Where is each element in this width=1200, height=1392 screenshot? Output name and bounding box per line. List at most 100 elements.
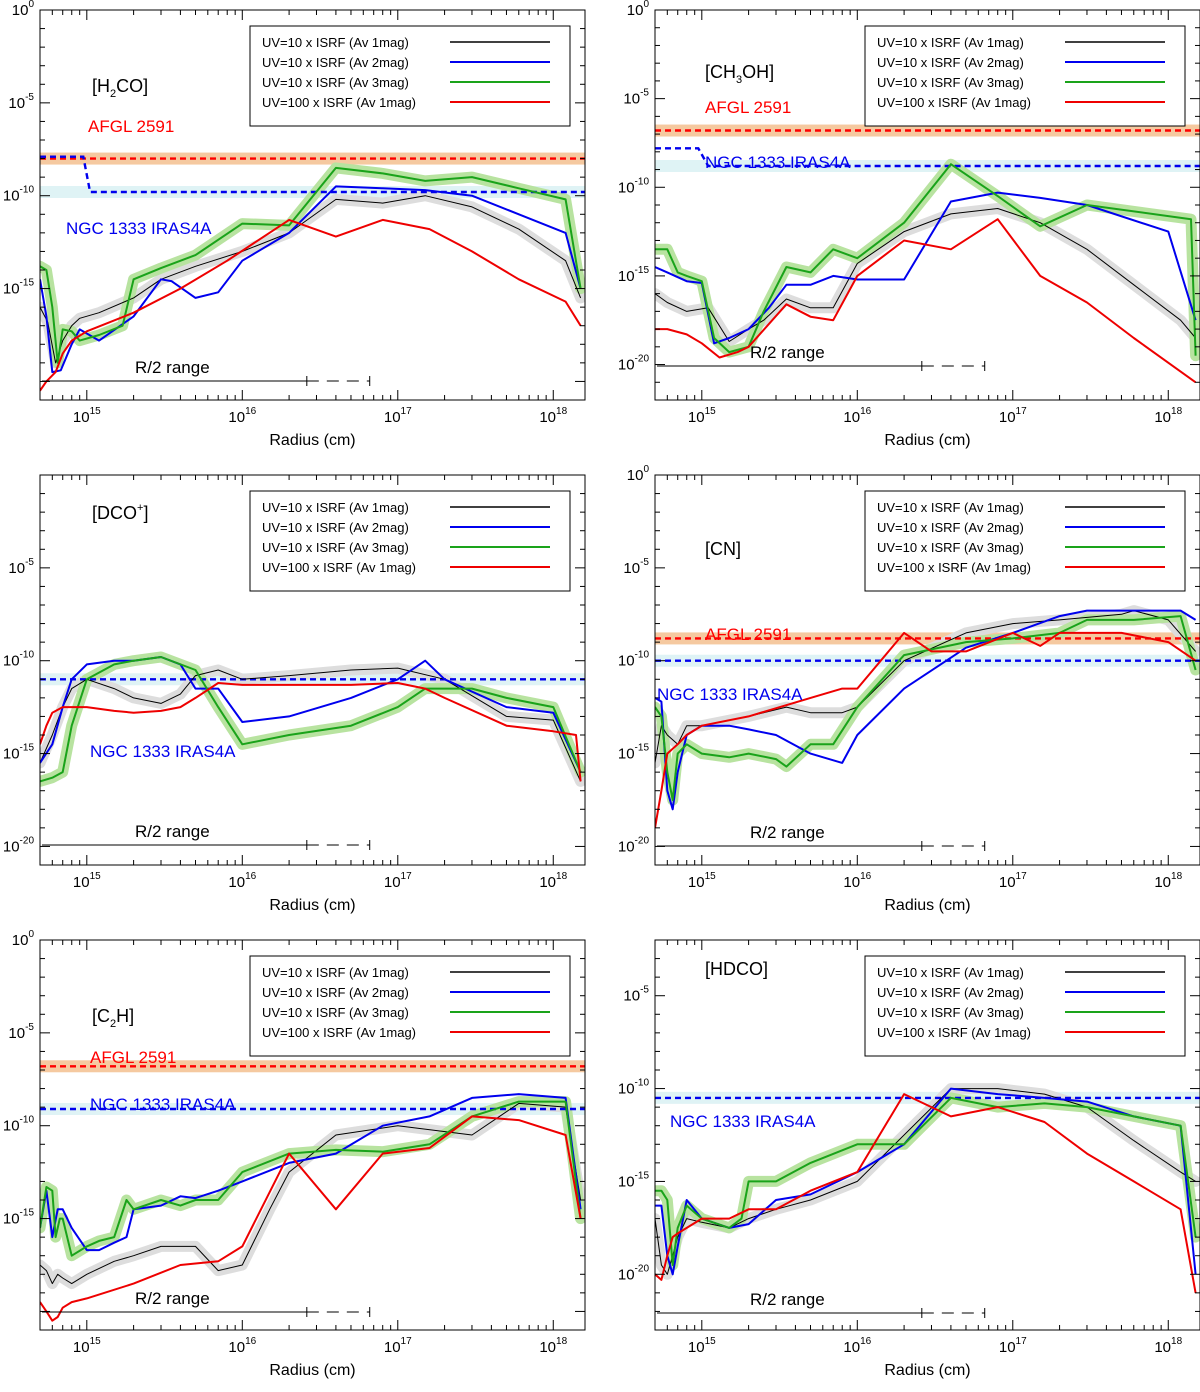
legend-entry-label: UV=100 x ISRF (Av 1mag)	[877, 1025, 1031, 1040]
range-label: R/2 range	[135, 358, 210, 377]
plot-frame	[654, 474, 1200, 866]
species-subscript: 2	[110, 88, 116, 100]
species-text: ]	[143, 503, 148, 523]
series-line-4	[655, 1093, 1197, 1294]
y-tick-label: 100	[12, 929, 35, 949]
y-tick-label: 10-20	[618, 835, 650, 855]
y-tick-label: 10-5	[8, 1022, 34, 1042]
reference-label: AFGL 2591	[705, 625, 791, 644]
x-tick-label: 1016	[843, 406, 871, 426]
reference-label: AFGL 2591	[88, 117, 174, 136]
species-text: [DCO	[92, 503, 137, 523]
legend-entry-label: UV=100 x ISRF (Av 1mag)	[262, 1025, 416, 1040]
x-axis-title: Radius (cm)	[884, 897, 970, 914]
y-tick-label: 10-15	[618, 743, 650, 763]
y-tick-label: 10-10	[3, 1115, 35, 1135]
y-tick-label: 100	[627, 0, 650, 19]
species-text: [C	[92, 1006, 110, 1026]
chart-panel-5: 1015 1016 1017 1018 100 10-5 10-10 10-15 Radius …	[3, 929, 586, 1379]
x-tick-label: 1018	[539, 406, 567, 426]
series-line-3	[40, 656, 582, 783]
y-tick-label: 10-10	[3, 650, 35, 670]
legend-entry-label: UV=10 x ISRF (Av 2mag)	[262, 55, 409, 70]
series-line-3	[40, 1100, 582, 1257]
y-tick-label: 10-5	[623, 88, 649, 108]
chart-panel-1: 1015 1016 1017 1018 100 10-5 10-10 10-15 Radius …	[3, 0, 586, 449]
species-text: CO]	[116, 76, 148, 96]
y-tick-label: 10-5	[8, 92, 34, 112]
legend-entry-label: UV=10 x ISRF (Av 1mag)	[877, 500, 1024, 515]
x-tick-label: 1015	[688, 406, 716, 426]
x-axis-title: Radius (cm)	[884, 1362, 970, 1379]
legend-entry-label: UV=100 x ISRF (Av 1mag)	[262, 95, 416, 110]
legend-entry-label: UV=100 x ISRF (Av 1mag)	[877, 560, 1031, 575]
plot-frame	[654, 939, 1200, 1331]
legend-entry-label: UV=10 x ISRF (Av 3mag)	[877, 540, 1024, 555]
series-line-2	[40, 1093, 582, 1252]
species-label: [HDCO]	[705, 959, 768, 979]
series-line-4	[40, 682, 582, 782]
x-tick-label: 1017	[999, 871, 1027, 891]
reference-line-2	[655, 147, 1200, 168]
series-line-2	[40, 185, 582, 374]
y-tick-label: 10-10	[3, 185, 35, 205]
y-tick-label: 10-5	[623, 557, 649, 577]
plot-area	[655, 1083, 1200, 1294]
y-tick-label: 10-10	[618, 176, 650, 196]
x-tick-label: 1016	[843, 871, 871, 891]
x-tick-label: 1016	[228, 1336, 256, 1356]
x-tick-label: 1017	[999, 406, 1027, 426]
x-tick-label: 1015	[73, 1336, 101, 1356]
reference-label: AFGL 2591	[705, 98, 791, 117]
y-tick-label: 10-15	[618, 1170, 650, 1190]
species-label: [H2CO]	[92, 76, 148, 100]
species-superscript: +	[137, 502, 143, 514]
reference-line-2	[40, 155, 585, 194]
legend-entry-label: UV=10 x ISRF (Av 2mag)	[877, 520, 1024, 535]
series-line-2	[655, 609, 1197, 811]
y-tick-label: 10-15	[3, 1208, 35, 1228]
x-axis-title: Radius (cm)	[884, 432, 970, 449]
reference-label: NGC 1333 IRAS4A	[670, 1112, 816, 1131]
species-subscript: 3	[736, 74, 742, 86]
chart-panel-4: 1015 1016 1017 1018 100 10-5 10-10 10-15 10-20 Ra…	[618, 464, 1200, 914]
x-tick-label: 1017	[384, 871, 412, 891]
reference-label: NGC 1333 IRAS4A	[90, 1095, 236, 1114]
legend-entry-label: UV=10 x ISRF (Av 2mag)	[262, 985, 409, 1000]
series-line-3	[655, 615, 1197, 801]
legend-entry-label: UV=10 x ISRF (Av 1mag)	[262, 965, 409, 980]
species-text: [H	[92, 76, 110, 96]
x-axis-title: Radius (cm)	[269, 897, 355, 914]
x-tick-label: 1017	[999, 1336, 1027, 1356]
species-label: [C2H]	[92, 1006, 134, 1030]
legend-entry-label: UV=10 x ISRF (Av 3mag)	[262, 540, 409, 555]
legend-entry-label: UV=10 x ISRF (Av 3mag)	[262, 1005, 409, 1020]
legend-entry-label: UV=10 x ISRF (Av 3mag)	[877, 1005, 1024, 1020]
species-text: [HDCO]	[705, 959, 768, 979]
x-tick-label: 1017	[384, 406, 412, 426]
x-axis-title: Radius (cm)	[269, 432, 355, 449]
legend-entry-label: UV=10 x ISRF (Av 2mag)	[877, 55, 1024, 70]
plot-area	[40, 1060, 585, 1322]
range-label: R/2 range	[750, 823, 825, 842]
series-line-3	[655, 163, 1197, 356]
x-tick-label: 1018	[539, 871, 567, 891]
species-label: [DCO+]	[92, 502, 148, 523]
plot-area	[655, 605, 1200, 829]
x-tick-label: 1018	[1154, 1336, 1182, 1356]
legend-entry-label: UV=10 x ISRF (Av 2mag)	[877, 985, 1024, 1000]
legend-entry-label: UV=10 x ISRF (Av 2mag)	[262, 520, 409, 535]
series-line-4	[40, 218, 582, 392]
plot-frame	[39, 939, 586, 1331]
chart-panel-2: 1015 1016 1017 1018 100 10-5 10-10 10-15 10-20 Ra…	[618, 0, 1200, 449]
legend-entry-label: UV=10 x ISRF (Av 1mag)	[262, 500, 409, 515]
x-tick-label: 1015	[73, 871, 101, 891]
x-tick-label: 1017	[384, 1336, 412, 1356]
species-label: [CH3OH]	[705, 62, 774, 86]
species-text: H]	[116, 1006, 134, 1026]
reference-label: NGC 1333 IRAS4A	[66, 219, 212, 238]
species-text: OH]	[742, 62, 774, 82]
chart-panel-6: 1015 1016 1017 1018 10-5 10-10 10-15 10-20 Radiu…	[618, 939, 1200, 1379]
x-axis-title: Radius (cm)	[269, 1362, 355, 1379]
